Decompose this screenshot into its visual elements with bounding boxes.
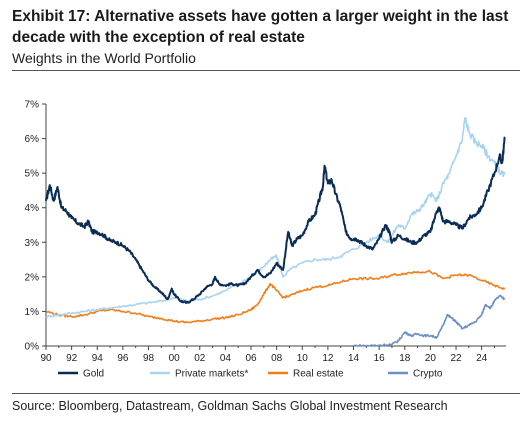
source-note: Source: Bloomberg, Datastream, Goldman S…: [12, 399, 448, 413]
legend-label: Gold: [83, 369, 104, 380]
y-tick-label: 6%: [25, 134, 40, 145]
y-tick-label: 1%: [25, 307, 40, 318]
x-tick-label: 90: [40, 353, 52, 364]
y-tick-label: 5%: [25, 169, 40, 180]
y-tick-label: 2%: [25, 272, 40, 283]
legend-label: Private markets*: [175, 369, 248, 380]
x-tick-label: 14: [348, 353, 360, 364]
chart-title: Exhibit 17: Alternative assets have gott…: [12, 8, 509, 46]
legend-label: Real estate: [293, 369, 344, 380]
x-tick-label: 24: [476, 353, 488, 364]
legend-label: Crypto: [413, 369, 443, 380]
series-line-private-markets: [45, 117, 506, 318]
x-tick-label: 06: [245, 353, 257, 364]
x-tick-label: 02: [194, 353, 206, 364]
y-tick-label: 4%: [25, 203, 40, 214]
series-line-real-estate: [45, 269, 506, 324]
x-tick-label: 92: [66, 353, 78, 364]
header-divider: [12, 70, 520, 71]
x-tick-label: 94: [92, 353, 104, 364]
chart-subtitle: Weights in the World Portfolio: [12, 50, 196, 66]
x-tick-label: 00: [169, 353, 181, 364]
x-tick-label: 20: [425, 353, 437, 364]
footer-divider: [12, 393, 520, 394]
x-tick-label: 98: [143, 353, 155, 364]
series-line-gold: [45, 136, 506, 304]
x-tick-label: 22: [450, 353, 462, 364]
y-tick-label: 3%: [25, 238, 40, 249]
x-tick-label: 04: [220, 353, 232, 364]
series-line-crypto: [353, 294, 506, 347]
x-tick-label: 16: [374, 353, 386, 364]
y-tick-label: 0%: [25, 342, 40, 353]
x-tick-label: 12: [322, 353, 334, 364]
x-tick-label: 10: [297, 353, 309, 364]
x-tick-label: 08: [271, 353, 283, 364]
x-tick-label: 96: [117, 353, 129, 364]
x-tick-label: 18: [399, 353, 411, 364]
y-tick-label: 7%: [25, 100, 40, 111]
